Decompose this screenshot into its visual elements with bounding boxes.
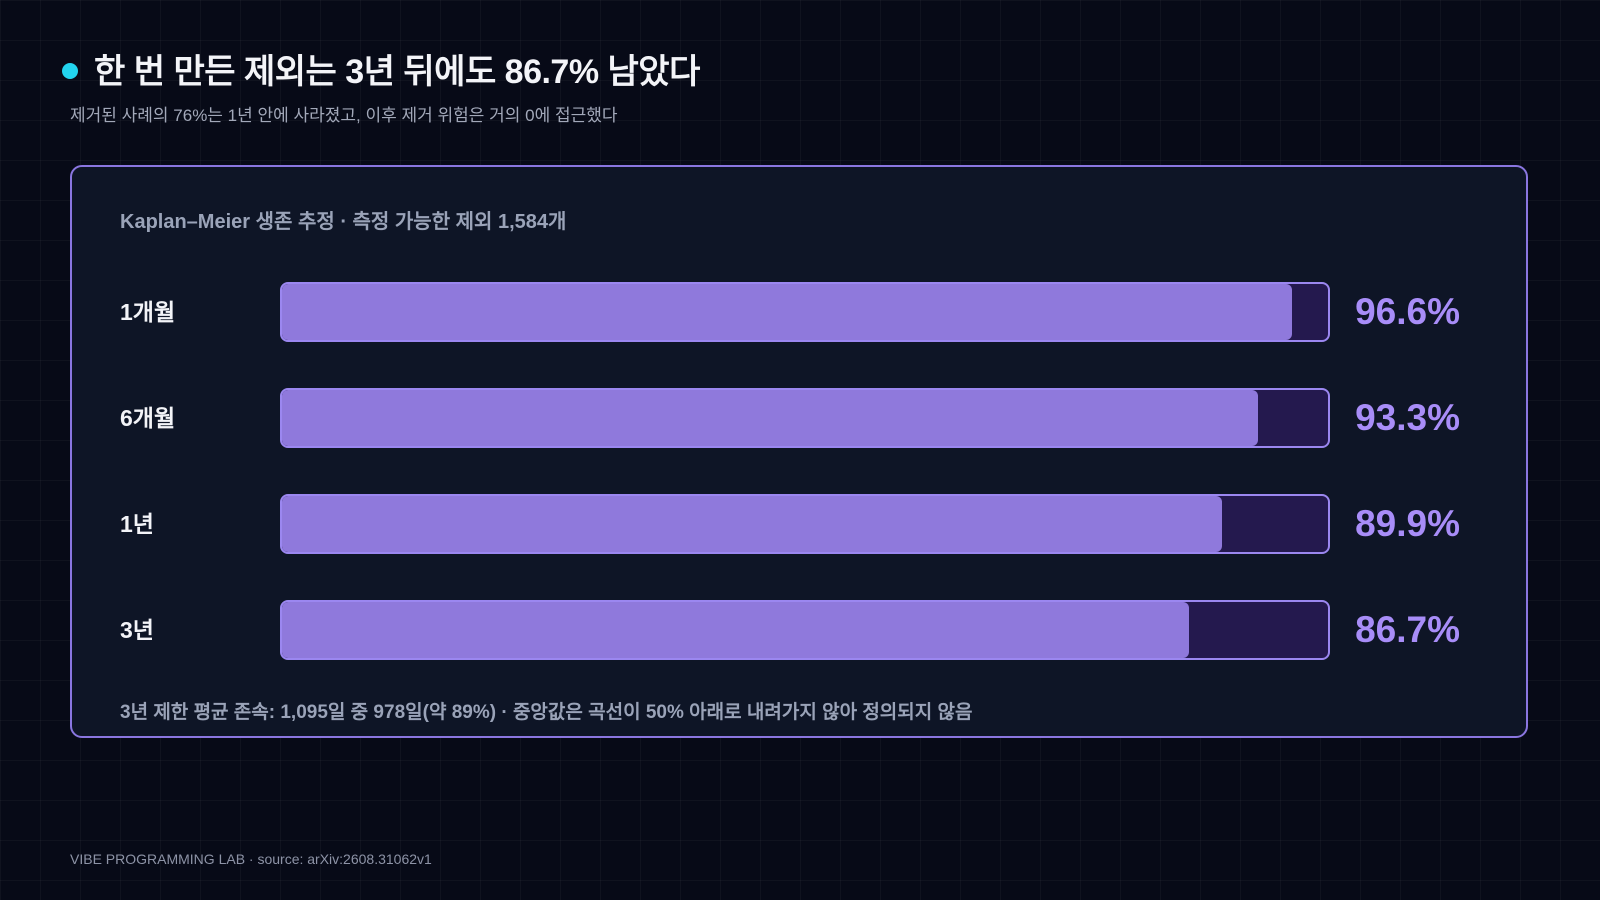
chart-footnote: 3년 제한 평균 존속: 1,095일 중 978일(약 89%) · 중앙값은… [120, 702, 973, 723]
bar [282, 496, 1223, 552]
title-row: 한 번 만든 제외는 3년 뒤에도 86.7% 남았다 [62, 44, 700, 93]
bar-row: 6개월 93.3% [120, 388, 1460, 448]
bar-category-label: 1년 [120, 511, 154, 537]
bar [282, 602, 1189, 658]
title-bullet-dot [62, 62, 78, 79]
chart-card: Kaplan–Meier 생존 추정 · 측정 가능한 제외 1,584개 1개… [70, 165, 1528, 738]
bar-value-label: 93.3% [1355, 397, 1460, 438]
bar-category-label: 6개월 [120, 405, 176, 431]
bar-value-label: 89.9% [1355, 503, 1460, 544]
bar-track [280, 282, 1330, 342]
bar-track [280, 388, 1330, 448]
bar-row: 3년 86.7% [120, 600, 1460, 660]
page-title: 한 번 만든 제외는 3년 뒤에도 86.7% 남았다 [94, 53, 700, 91]
bar-category-label: 1개월 [120, 299, 176, 325]
bar-track [280, 600, 1330, 660]
chart-title: Kaplan–Meier 생존 추정 · 측정 가능한 제외 1,584개 [120, 211, 567, 233]
bar-value-label: 96.6% [1355, 291, 1460, 332]
page-footer: VIBE PROGRAMMING LAB · source: arXiv:260… [70, 851, 432, 867]
bar-row: 1년 89.9% [120, 494, 1460, 554]
bar-value-label: 86.7% [1355, 609, 1460, 650]
page-subtitle: 제거된 사례의 76%는 1년 안에 사라졌고, 이후 제거 위험은 거의 0에… [70, 106, 618, 125]
bar [282, 284, 1293, 340]
bar-category-label: 3년 [120, 617, 154, 643]
bar-track [280, 494, 1330, 554]
bar [282, 390, 1258, 446]
bar-row: 1개월 96.6% [120, 282, 1460, 342]
